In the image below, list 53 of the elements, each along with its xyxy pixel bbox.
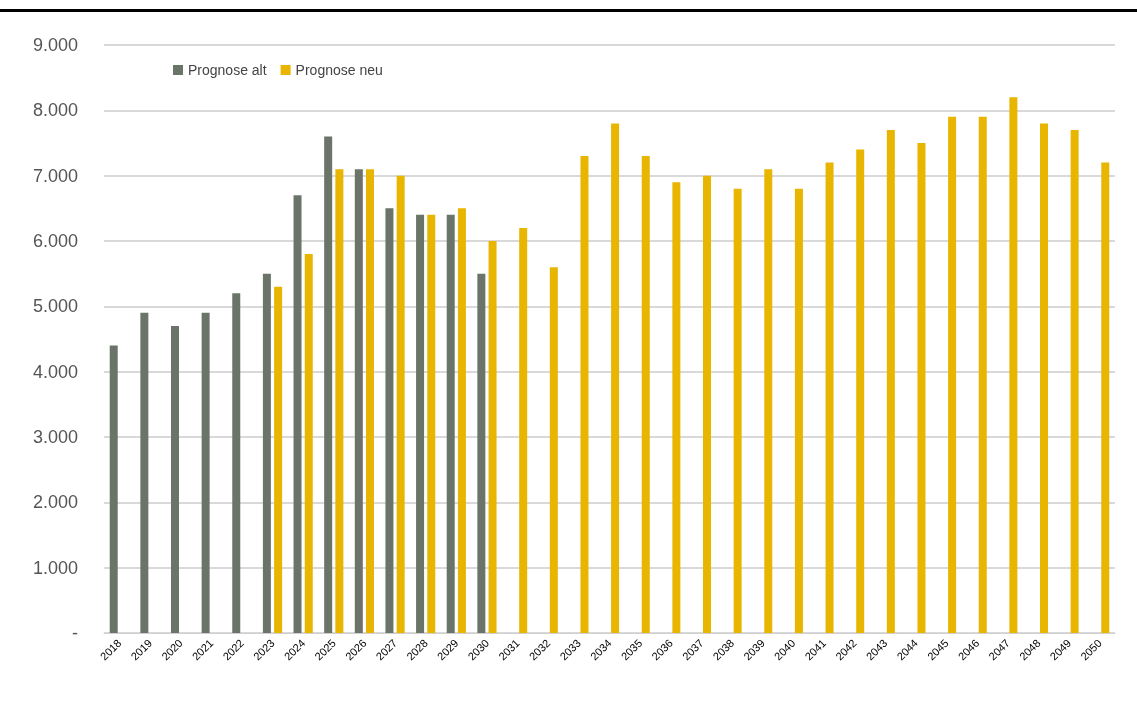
bar: [580, 156, 589, 633]
bar: [354, 169, 363, 633]
y-tick-label: 6.000: [32, 231, 78, 251]
bar: [886, 129, 895, 633]
y-tick-label: 8.000: [32, 100, 78, 121]
bar: [457, 208, 466, 633]
bar: [825, 162, 834, 633]
bar: [385, 208, 394, 633]
bar: [1101, 162, 1110, 633]
y-tick-label: 4.000: [32, 361, 78, 382]
bar: [703, 175, 712, 633]
bar: [1070, 129, 1079, 633]
bar: [335, 169, 344, 633]
legend-label: Prognose neu: [295, 62, 383, 78]
bar: [948, 116, 957, 633]
bar: [794, 188, 803, 633]
bar: [978, 116, 987, 633]
y-tick-label: 3.000: [32, 427, 78, 447]
y-tick-label: 1.000: [32, 557, 78, 578]
bar: [427, 214, 436, 633]
bar: [366, 169, 375, 633]
bar: [201, 312, 210, 633]
bar: [446, 214, 455, 633]
y-tick-label: 7.000: [32, 165, 78, 186]
bar: [1040, 123, 1049, 633]
bar: [917, 143, 926, 633]
bar: [764, 169, 773, 633]
bar: [611, 123, 620, 633]
bar: [274, 286, 283, 633]
bar: [109, 345, 118, 633]
y-tick-label: -: [72, 623, 78, 643]
y-tick-label: 9.000: [32, 35, 78, 55]
bar: [733, 188, 742, 633]
bar: [856, 149, 865, 633]
legend-label: Prognose alt: [188, 62, 267, 78]
bar: [304, 254, 313, 633]
bar: [416, 214, 425, 633]
bar: [519, 227, 528, 633]
bar: [477, 273, 486, 633]
y-tick-label: 2.000: [32, 492, 78, 513]
bar: [293, 195, 302, 633]
bar: [170, 325, 179, 633]
bar: [488, 241, 497, 633]
bar: [396, 175, 405, 633]
bar: [140, 312, 149, 633]
bar: [262, 273, 271, 633]
bar: [641, 156, 650, 633]
y-tick-label: 5.000: [32, 296, 78, 317]
bar: [232, 293, 241, 633]
bar: [1009, 97, 1018, 633]
bar: [672, 182, 681, 633]
bar: [324, 136, 333, 633]
bar: [549, 267, 558, 633]
